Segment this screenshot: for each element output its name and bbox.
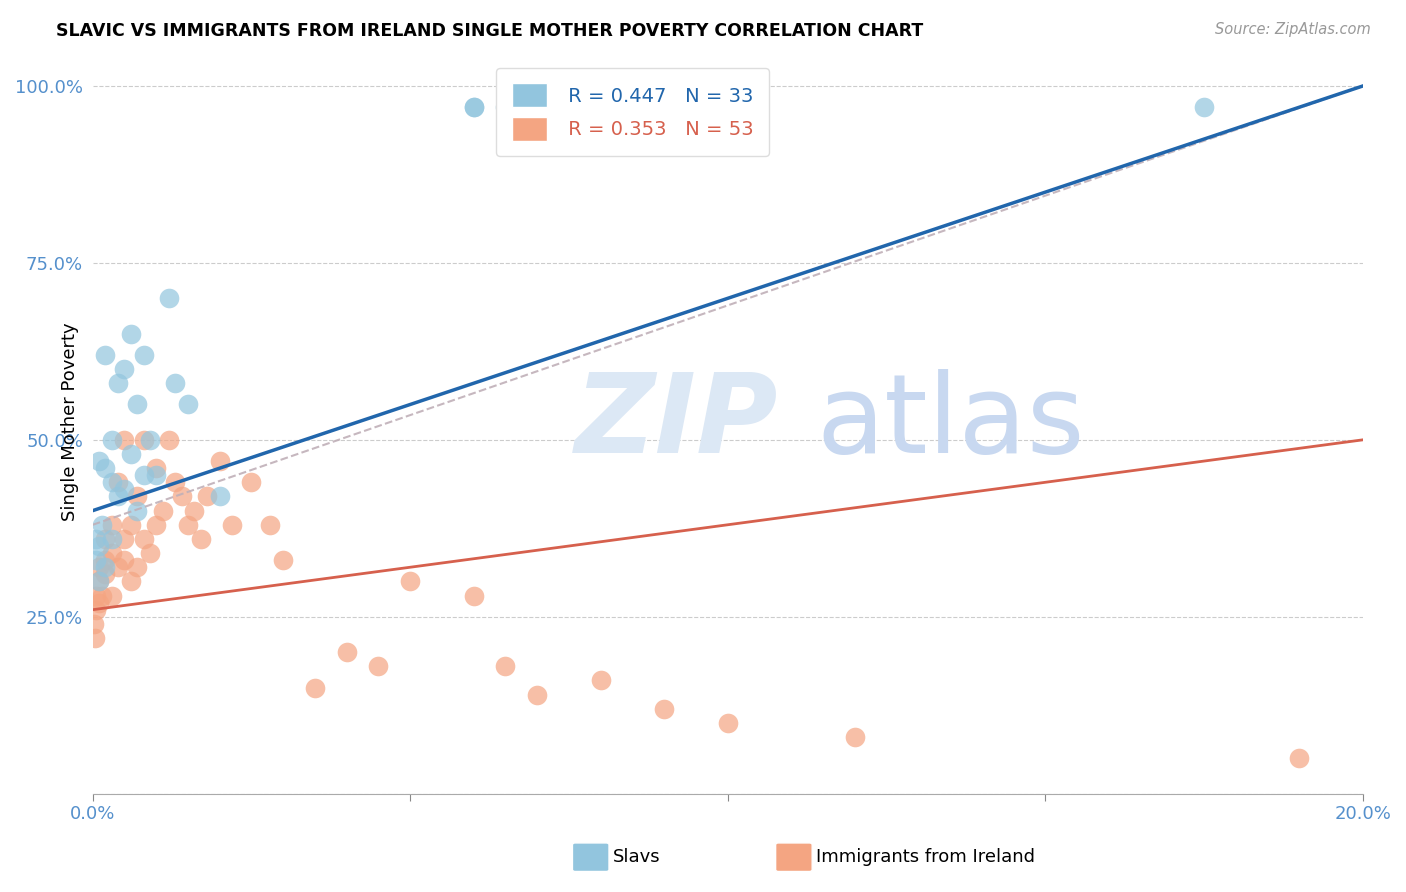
Point: [94, 532, 117, 546]
Point: [83, 616, 105, 631]
Point: [208, 490, 231, 504]
Point: [84, 532, 107, 546]
Point: [183, 503, 205, 517]
Point: [1192, 100, 1215, 114]
Point: [145, 461, 167, 475]
Point: [463, 589, 485, 603]
Point: [87, 560, 110, 574]
Point: [127, 503, 149, 517]
Point: [100, 517, 122, 532]
Point: [132, 468, 155, 483]
Point: [114, 433, 136, 447]
Point: [94, 348, 117, 362]
Point: [132, 348, 155, 362]
Text: Immigrants from Ireland: Immigrants from Ireland: [817, 848, 1035, 866]
Point: [100, 589, 122, 603]
Point: [526, 688, 548, 702]
Point: [717, 715, 740, 730]
Point: [100, 433, 122, 447]
Point: [94, 461, 117, 475]
Point: [107, 376, 129, 391]
Point: [336, 645, 359, 659]
Point: [177, 517, 200, 532]
Point: [367, 659, 389, 673]
Point: [494, 659, 516, 673]
Point: [114, 532, 136, 546]
Point: [132, 433, 155, 447]
Point: [114, 362, 136, 376]
Point: [259, 517, 281, 532]
Point: [114, 553, 136, 567]
Point: [87, 574, 110, 589]
Point: [145, 517, 167, 532]
Point: [463, 100, 485, 114]
Y-axis label: Single Mother Poverty: Single Mother Poverty: [60, 323, 79, 522]
Point: [157, 433, 180, 447]
Point: [100, 532, 122, 546]
Point: [91, 589, 114, 603]
Point: [100, 546, 122, 560]
Text: Source: ZipAtlas.com: Source: ZipAtlas.com: [1215, 22, 1371, 37]
Point: [84, 553, 107, 567]
Point: [139, 433, 162, 447]
Point: [271, 553, 294, 567]
Legend:  R = 0.447   N = 33,  R = 0.353   N = 53: R = 0.447 N = 33, R = 0.353 N = 53: [496, 68, 769, 156]
Point: [120, 326, 142, 341]
Point: [165, 376, 187, 391]
Point: [84, 589, 107, 603]
Point: [120, 517, 142, 532]
Text: atlas: atlas: [817, 368, 1085, 475]
Point: [107, 490, 129, 504]
Point: [717, 100, 740, 114]
Point: [127, 397, 149, 411]
Point: [94, 560, 117, 574]
Point: [107, 560, 129, 574]
Point: [114, 483, 136, 497]
Point: [157, 291, 180, 305]
Point: [177, 397, 200, 411]
Point: [195, 490, 218, 504]
Point: [127, 560, 149, 574]
Point: [91, 517, 114, 532]
Point: [127, 490, 149, 504]
Point: [87, 539, 110, 553]
Point: [652, 702, 675, 716]
Point: [94, 553, 117, 567]
Point: [87, 574, 110, 589]
Point: [190, 532, 212, 546]
Point: [84, 603, 107, 617]
Point: [132, 532, 155, 546]
Point: [100, 475, 122, 490]
Text: Slavs: Slavs: [613, 848, 661, 866]
Point: [120, 447, 142, 461]
Point: [170, 490, 193, 504]
Point: [139, 546, 162, 560]
Point: [87, 454, 110, 468]
Point: [87, 596, 110, 610]
Point: [399, 574, 422, 589]
Point: [208, 454, 231, 468]
Point: [83, 631, 105, 645]
Point: [1288, 751, 1310, 765]
Point: [494, 100, 516, 114]
Point: [120, 574, 142, 589]
Point: [240, 475, 263, 490]
Point: [844, 730, 866, 744]
Point: [589, 673, 612, 688]
Point: [94, 567, 117, 582]
Point: [145, 468, 167, 483]
Point: [221, 517, 243, 532]
Point: [463, 100, 485, 114]
Point: [152, 503, 174, 517]
Point: [107, 475, 129, 490]
Text: SLAVIC VS IMMIGRANTS FROM IRELAND SINGLE MOTHER POVERTY CORRELATION CHART: SLAVIC VS IMMIGRANTS FROM IRELAND SINGLE…: [56, 22, 924, 40]
Point: [165, 475, 187, 490]
Point: [304, 681, 326, 695]
Text: ZIP: ZIP: [575, 368, 779, 475]
